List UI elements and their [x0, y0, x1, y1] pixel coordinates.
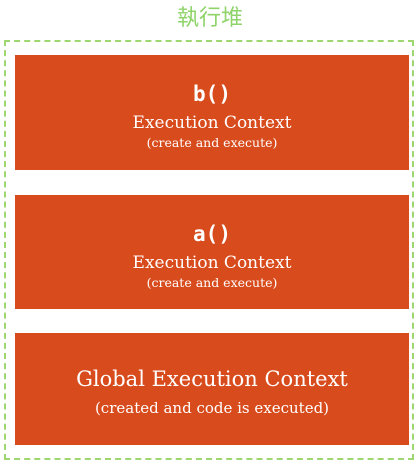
context-a-function-name: a()	[193, 222, 231, 246]
execution-stack-frame	[4, 40, 414, 460]
context-global-label: Global Execution Context	[76, 367, 348, 391]
context-a-label: Execution Context	[132, 253, 292, 273]
context-a: a() Execution Context (create and execut…	[15, 195, 409, 309]
context-b: b() Execution Context (create and execut…	[15, 55, 409, 170]
stack-title: 執行堆	[176, 6, 243, 31]
context-b-label: Execution Context	[132, 113, 292, 133]
context-b-function-name: b()	[193, 82, 231, 106]
context-b-note: (create and execute)	[146, 135, 278, 150]
context-a-note: (create and execute)	[146, 275, 278, 290]
context-global-note: (created and code is executed)	[94, 399, 330, 417]
context-global: Global Execution Context (created and co…	[15, 333, 409, 445]
